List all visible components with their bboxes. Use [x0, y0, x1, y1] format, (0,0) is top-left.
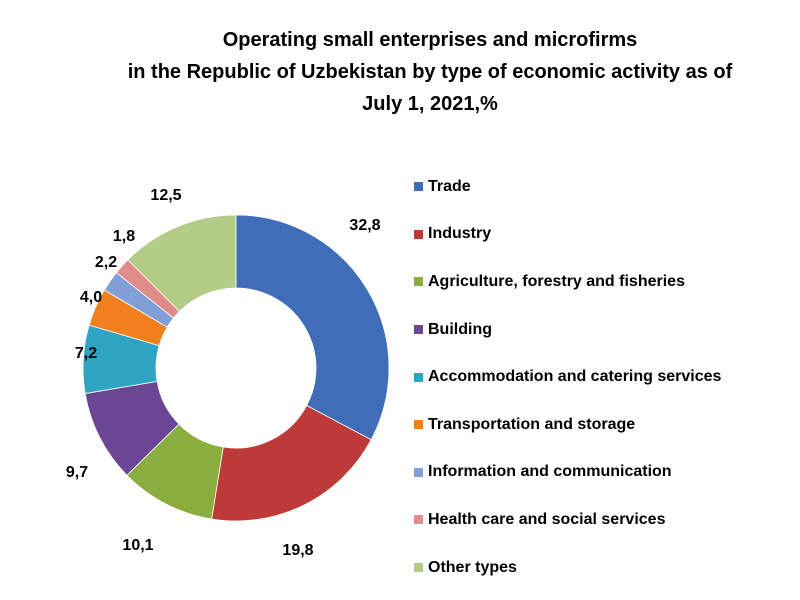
- legend-entry: Trade: [414, 163, 721, 211]
- legend-swatch: [414, 372, 423, 382]
- slice-value-label: 7,2: [75, 345, 97, 362]
- donut-slices: [82, 214, 390, 522]
- slice-value-label: 10,1: [122, 537, 153, 554]
- chart-title-line-1: Operating small enterprises and microfir…: [222, 29, 638, 51]
- chart-legend: Trade Industry Agriculture, forestry and f…: [414, 163, 721, 591]
- legend-swatch: [414, 420, 423, 430]
- legend-label: Health care and social services: [428, 510, 666, 528]
- slice-trade: [235, 214, 390, 441]
- legend-entry: Building: [414, 306, 721, 354]
- legend-label: Other types: [428, 558, 517, 576]
- legend-label: Industry: [428, 225, 492, 243]
- chart-title-line-3: July 1, 2021,%: [362, 93, 498, 115]
- legend-entry: Transportation and storage: [414, 401, 721, 449]
- legend-swatch: [414, 229, 423, 239]
- slice-value-label: 1,8: [113, 228, 135, 245]
- legend-entry: Industry: [414, 211, 721, 259]
- legend-label: Trade: [428, 177, 471, 195]
- chart-title-line-2: in the Republic of Uzbekistan by type of…: [127, 61, 733, 83]
- slice-labels: 32,8 19,8 10,1 9,7 7,2 4,0 2,2 1,8 12,5: [66, 187, 381, 559]
- slice-value-label: 19,8: [282, 542, 313, 559]
- legend-entry: Accommodation and catering services: [414, 353, 721, 401]
- legend-label: Building: [428, 320, 492, 338]
- slice-value-label: 12,5: [150, 187, 181, 204]
- legend-entry: Agriculture, forestry and fisheries: [414, 258, 721, 306]
- legend-entry: Health care and social services: [414, 496, 721, 544]
- slice-value-label: 32,8: [349, 217, 380, 234]
- legend-swatch: [414, 277, 423, 287]
- slice-other-types: [127, 214, 237, 312]
- legend-swatch: [414, 563, 423, 573]
- legend-entry: Information and communication: [414, 449, 721, 497]
- slice-industry: [211, 404, 372, 522]
- legend-label: Information and communication: [428, 463, 672, 481]
- legend-swatch: [414, 325, 423, 335]
- legend-swatch: [414, 515, 423, 525]
- legend-label: Transportation and storage: [428, 415, 636, 433]
- legend-swatch: [414, 467, 423, 477]
- slice-value-label: 9,7: [66, 464, 88, 481]
- slice-value-label: 4,0: [80, 289, 102, 306]
- slice-value-label: 2,2: [95, 254, 117, 271]
- legend-entry: Other types: [414, 544, 721, 592]
- legend-label: Accommodation and catering services: [428, 368, 722, 386]
- chart-title: Operating small enterprises and microfir…: [70, 24, 790, 120]
- legend-swatch: [414, 182, 423, 192]
- legend-label: Agriculture, forestry and fisheries: [428, 272, 685, 290]
